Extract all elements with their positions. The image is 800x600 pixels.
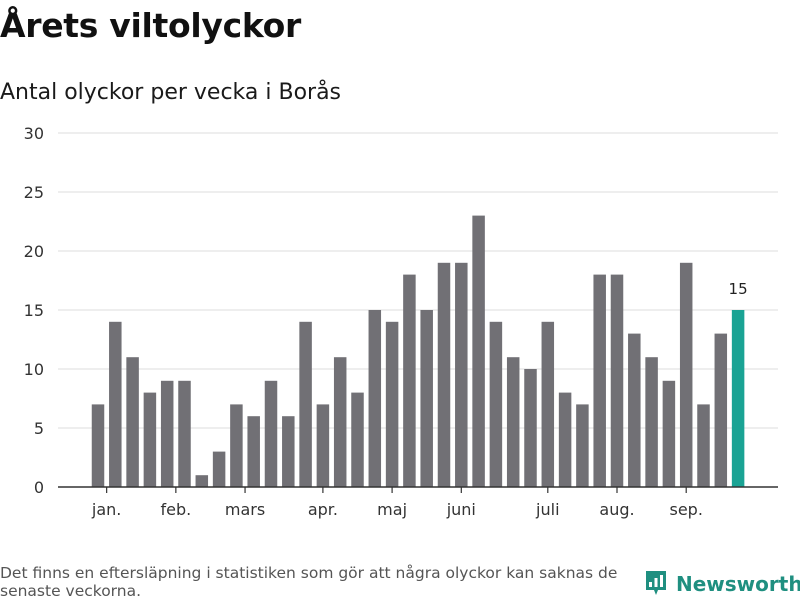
grid-lines xyxy=(58,132,778,429)
bar-week-8 xyxy=(212,451,226,487)
bar-week-33 xyxy=(645,357,658,487)
bar-week-36 xyxy=(697,404,710,487)
bar-week-2 xyxy=(109,321,122,487)
bar-week-9 xyxy=(230,404,243,487)
y-tick-label: 10 xyxy=(24,360,44,379)
y-tick-label: 25 xyxy=(24,183,44,202)
y-tick-label: 0 xyxy=(34,478,44,497)
x-tick-label: jan. xyxy=(91,500,121,519)
chart-title: Årets viltolyckor xyxy=(0,6,301,45)
bar-chart: 0 5 10 15 20 25 30 jan. feb. mars apr. maj juni juli… xyxy=(24,124,778,519)
bar-week-31 xyxy=(610,274,624,487)
y-tick-label: 5 xyxy=(34,419,44,438)
y-tick-label: 15 xyxy=(24,301,44,320)
bar-week-10 xyxy=(247,416,260,487)
x-axis-ticks: jan. feb. mars apr. maj juni juli aug. sep. xyxy=(91,487,703,519)
bar-week-32 xyxy=(628,333,641,487)
bar-week-30 xyxy=(593,274,606,487)
bar-week-18 xyxy=(385,321,399,487)
highlight-data-label: 15 xyxy=(729,280,748,298)
bar-week-23 xyxy=(472,215,485,487)
x-tick-label: feb. xyxy=(160,500,191,519)
y-tick-label: 20 xyxy=(24,242,44,261)
bar-week-24 xyxy=(489,321,503,487)
bar-week-29 xyxy=(576,404,589,487)
bar-week-27 xyxy=(541,321,555,487)
bar-week-15 xyxy=(333,357,347,487)
chart-subtitle: Antal olyckor per vecka i Borås xyxy=(0,80,342,105)
bar-week-35 xyxy=(679,262,693,487)
bar-week-7 xyxy=(195,475,209,487)
bar-week-22 xyxy=(455,262,468,487)
data-labels: 15 xyxy=(729,280,748,298)
brand: Newsworthy xyxy=(644,568,800,600)
bar-week-11 xyxy=(264,380,278,487)
x-tick-label: apr. xyxy=(308,500,338,519)
bar-week-19 xyxy=(403,274,416,487)
x-tick-label: juli xyxy=(535,500,559,519)
bar-week-26 xyxy=(524,369,537,487)
bar-week-28 xyxy=(558,392,572,487)
bar-week-20 xyxy=(420,310,433,487)
y-axis-ticks: 0 5 10 15 20 25 30 xyxy=(24,124,44,497)
x-tick-label: sep. xyxy=(669,500,702,519)
footnote: Det finns en eftersläpning i statistiken… xyxy=(0,564,618,600)
y-tick-label: 30 xyxy=(24,124,44,143)
bar-week-34 xyxy=(662,380,676,487)
bar-week-3 xyxy=(126,357,139,487)
bar-week-1 xyxy=(91,404,105,487)
bar-week-12 xyxy=(282,416,295,487)
bar-week-37 xyxy=(714,333,728,487)
bars xyxy=(91,215,745,487)
bar-week-38 xyxy=(731,310,745,487)
x-tick-label: mars xyxy=(225,500,265,519)
bar-week-21 xyxy=(437,262,451,487)
x-tick-label: maj xyxy=(377,500,407,519)
bar-week-5 xyxy=(160,380,174,487)
newsworthy-logo-icon xyxy=(646,571,666,595)
bar-week-16 xyxy=(351,392,364,487)
bar-week-17 xyxy=(368,310,382,487)
bar-week-4 xyxy=(143,392,157,487)
x-tick-label: juni xyxy=(446,500,476,519)
bar-week-13 xyxy=(299,321,312,487)
bar-week-25 xyxy=(506,357,520,487)
bar-week-14 xyxy=(316,404,330,487)
brand-name: Newsworthy xyxy=(676,572,800,596)
bar-week-6 xyxy=(178,380,191,487)
x-tick-label: aug. xyxy=(599,500,634,519)
